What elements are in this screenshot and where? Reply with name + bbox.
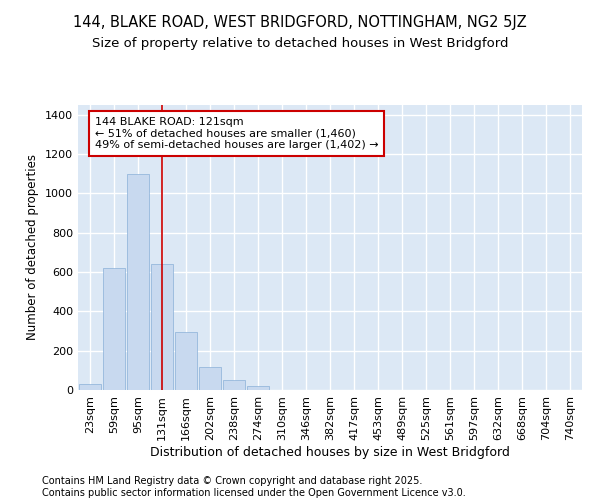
Bar [175,332,197,390]
Bar [247,386,269,390]
Bar [103,268,125,390]
Bar [151,264,173,390]
Text: Contains HM Land Registry data © Crown copyright and database right 2025.
Contai: Contains HM Land Registry data © Crown c… [42,476,466,498]
Text: Size of property relative to detached houses in West Bridgford: Size of property relative to detached ho… [92,38,508,51]
Bar [79,384,101,390]
Bar [127,174,149,390]
Y-axis label: Number of detached properties: Number of detached properties [26,154,40,340]
Text: 144, BLAKE ROAD, WEST BRIDGFORD, NOTTINGHAM, NG2 5JZ: 144, BLAKE ROAD, WEST BRIDGFORD, NOTTING… [73,15,527,30]
Bar [199,368,221,390]
Bar [223,380,245,390]
Text: 144 BLAKE ROAD: 121sqm
← 51% of detached houses are smaller (1,460)
49% of semi-: 144 BLAKE ROAD: 121sqm ← 51% of detached… [95,117,379,150]
X-axis label: Distribution of detached houses by size in West Bridgford: Distribution of detached houses by size … [150,446,510,458]
